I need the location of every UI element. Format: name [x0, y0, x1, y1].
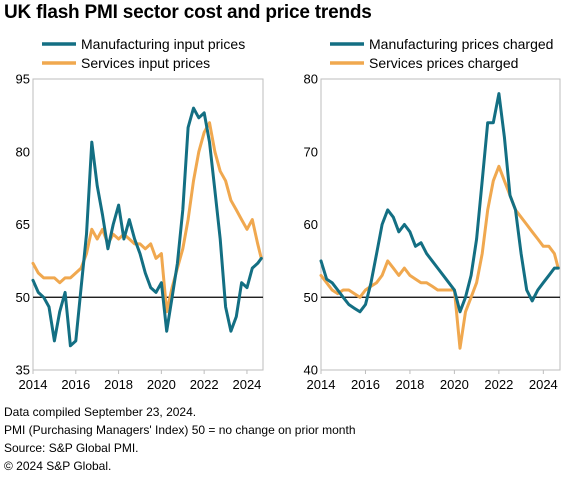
chart-panel-2: 40 50 60 70 80 2014 2016 2018 2020 2022 2024 Manufa… — [304, 36, 561, 392]
legend-label-manufacturing: Manufacturing prices charged — [369, 36, 553, 52]
y-tick-label-70: 70 — [304, 144, 318, 159]
x-tick-label-2024: 2024 — [529, 377, 558, 392]
y-tick-label-80: 80 — [16, 144, 30, 159]
series-line-services — [31, 121, 263, 314]
x-tick-label-2016: 2016 — [351, 377, 380, 392]
footer-source: Source: S&P Global PMI. — [4, 441, 139, 455]
x-tick-label-2020: 2020 — [440, 377, 469, 392]
series-line-manufacturing — [31, 106, 263, 348]
legend-label-manufacturing: Manufacturing input prices — [81, 36, 245, 52]
footer-notes: Data compiled September 23, 2024. PMI (P… — [4, 403, 356, 475]
legend-label-services: Services input prices — [81, 55, 210, 71]
x-tick-label-2018: 2018 — [395, 377, 424, 392]
x-tick-label-2014: 2014 — [307, 377, 336, 392]
chart-title: UK flash PMI sector cost and price trend… — [4, 2, 372, 23]
x-tick-label-2022: 2022 — [484, 377, 513, 392]
series-line-services — [319, 164, 560, 350]
footer-data-compiled: Data compiled September 23, 2024. — [4, 405, 197, 419]
y-tick-label-50: 50 — [304, 290, 318, 305]
x-tick-label-2018: 2018 — [104, 377, 133, 392]
chart-panel-1: 35 50 65 80 95 2014 2016 2018 2020 2022 2024 Manufa… — [16, 36, 264, 392]
y-tick-label-65: 65 — [16, 217, 30, 232]
x-tick-label-2020: 2020 — [147, 377, 176, 392]
y-tick-label-40: 40 — [304, 363, 318, 378]
x-tick-label-2014: 2014 — [19, 377, 48, 392]
footer-pmi-definition: PMI (Purchasing Managers' Index) 50 = no… — [4, 423, 356, 437]
legend-label-services: Services prices charged — [369, 55, 518, 71]
y-tick-label-60: 60 — [304, 217, 318, 232]
y-tick-label-35: 35 — [16, 363, 30, 378]
x-tick-label-2024: 2024 — [232, 377, 261, 392]
y-tick-label-80: 80 — [304, 72, 318, 87]
series-line-manufacturing — [319, 92, 560, 314]
plot-frame — [320, 78, 561, 371]
x-tick-label-2022: 2022 — [190, 377, 219, 392]
plot-frame — [32, 78, 264, 371]
charts-canvas: 35 50 65 80 95 2014 2016 2018 2020 2022 2024 Manufa… — [16, 36, 561, 392]
footer-copyright: © 2024 S&P Global. — [4, 459, 112, 473]
x-tick-label-2016: 2016 — [61, 377, 90, 392]
y-tick-label-95: 95 — [16, 72, 30, 87]
y-tick-label-50: 50 — [16, 290, 30, 305]
